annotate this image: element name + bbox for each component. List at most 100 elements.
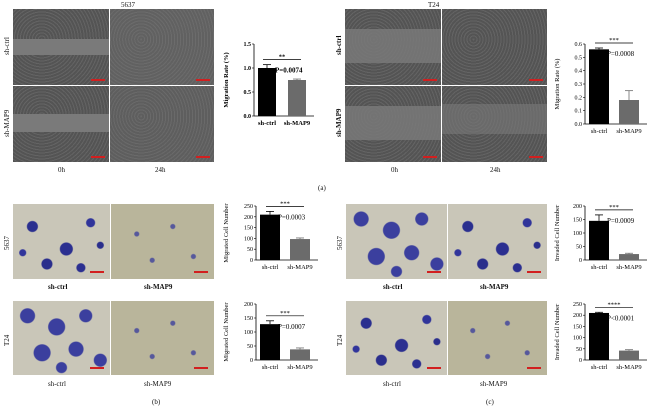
wound-image-5637-map9-24h — [110, 86, 214, 162]
y-tick-label: 150 — [573, 218, 582, 224]
x-tick-label: sh-ctrl — [258, 120, 276, 127]
x-tick-label: sh-MAP9 — [287, 264, 312, 271]
bar-sh-MAP9 — [619, 254, 639, 260]
y-tick-label: 0.3 — [575, 82, 583, 88]
y-tick-label: 0.0 — [244, 114, 252, 120]
transwell-t24-map9-migration — [111, 301, 214, 375]
x-tick-label: sh-MAP9 — [616, 364, 641, 371]
y-tick-label: 250 — [573, 302, 582, 308]
p-value: P=0.0009 — [607, 217, 635, 225]
time-label-0h-left: 0h — [58, 166, 65, 174]
transwell-t24-ctrl-invasion — [346, 301, 447, 375]
sublabel-a: (a) — [318, 184, 326, 192]
bar-sh-MAP9 — [619, 100, 639, 124]
y-tick-label: 0.4 — [575, 69, 583, 75]
y-tick-label: 0.0 — [575, 122, 583, 128]
y-tick-label: 150 — [573, 324, 582, 330]
x-tick-label: sh-ctrl — [262, 364, 279, 371]
p-value: P=0.0003 — [278, 213, 306, 221]
bar-sh-MAP9 — [619, 350, 639, 360]
y-tick-label: 1.5 — [244, 42, 252, 48]
cond-label-ctrl-c1: sh-ctrl — [383, 283, 403, 291]
y-tick-label: 100 — [573, 231, 582, 237]
chart-c-5637: 0 50 100 150 200 Invaded Cell Number sh-ctrl sh… — [554, 204, 647, 271]
bar-sh-MAP9 — [290, 349, 310, 360]
x-tick-label: sh-MAP9 — [616, 264, 641, 271]
p-value: P=0.0074 — [275, 67, 303, 75]
y-tick-label: 0.1 — [575, 109, 583, 115]
cond-label-ctrl-c2: sh-ctrl — [383, 380, 401, 388]
transwell-t24-ctrl-migration — [13, 301, 110, 375]
y-tick-label: 1.0 — [244, 66, 252, 72]
bar-sh-ctrl — [589, 312, 609, 360]
time-label-0h-right: 0h — [391, 166, 398, 174]
p-value: P<0.0001 — [607, 314, 635, 322]
x-tick-label: sh-ctrl — [591, 128, 608, 135]
wound-image-5637-map9-0h — [13, 86, 109, 162]
bar-sh-MAP9 — [288, 80, 306, 116]
chart-a-5637: 0.0 0.5 1.0 1.5 Migration Rate (%) sh-ctrl sh-… — [223, 42, 314, 127]
row-label-ctrl-t24: sh-ctrl — [335, 35, 343, 55]
y-tick-label: 50 — [576, 347, 582, 353]
transwell-5637-ctrl-migration — [13, 204, 110, 279]
transwell-5637-map9-invasion — [448, 204, 547, 279]
time-label-24h-right: 24h — [490, 166, 501, 174]
bar-sh-ctrl — [589, 49, 609, 125]
wound-image-t24-map9-0h — [345, 86, 441, 162]
wound-image-5637-ctrl-0h — [13, 9, 109, 85]
wound-image-t24-ctrl-0h — [345, 9, 441, 85]
y-tick-label: 100 — [573, 336, 582, 342]
y-tick-label: 150 — [244, 316, 253, 322]
row-label-ctrl-5637: sh-ctrl — [3, 37, 11, 55]
sublabel-c: (c) — [486, 398, 494, 406]
chart-b-t24: 0 50 100 150 200 Migrated Cell Number sh-ctrl s… — [223, 302, 318, 371]
cond-label-map9-b1: sh-MAP9 — [144, 283, 173, 291]
y-axis-label: Migration Rate (%) — [554, 59, 561, 110]
chart-b-5637: 0 50 100 150 200 250 Migrated Cell Number sh-ct… — [223, 200, 318, 271]
significance-stars: ** — [279, 54, 286, 61]
y-tick-label: 200 — [573, 313, 582, 319]
x-tick-label: sh-MAP9 — [616, 128, 641, 135]
chart-a-t24: 0.0 0.1 0.2 0.3 0.4 0.5 0.6 Migration Rate (%) s… — [554, 37, 647, 135]
cond-label-map9-b2: sh-MAP9 — [144, 380, 172, 388]
y-tick-label: 200 — [244, 302, 253, 308]
y-tick-label: 0.6 — [575, 42, 583, 48]
row-label-map9-5637: sh-MAP9 — [3, 109, 11, 137]
y-tick-label: 0.2 — [575, 95, 583, 101]
y-tick-label: 50 — [576, 245, 582, 251]
bar-sh-ctrl — [258, 68, 276, 116]
significance-stars: *** — [280, 200, 290, 207]
cond-label-map9-c2: sh-MAP9 — [480, 380, 508, 388]
x-tick-label: sh-ctrl — [591, 264, 608, 271]
cell-line-label-5637-c: 5637 — [336, 236, 344, 250]
cell-line-label-t24-b: T24 — [3, 334, 11, 346]
y-tick-label: 0 — [250, 358, 253, 364]
p-value: P=0.0008 — [607, 50, 635, 58]
transwell-t24-map9-invasion — [448, 301, 547, 375]
bar-sh-MAP9 — [290, 239, 310, 260]
time-label-24h-left: 24h — [155, 166, 166, 174]
x-tick-label: sh-ctrl — [262, 264, 279, 271]
bar-sh-ctrl — [260, 214, 280, 260]
y-tick-label: 150 — [244, 226, 253, 232]
y-tick-label: 50 — [247, 344, 253, 350]
y-axis-label: Migrated Cell Number — [223, 203, 230, 263]
x-tick-label: sh-MAP9 — [284, 120, 311, 127]
y-axis-label: Invaded Cell Number — [554, 303, 561, 360]
row-label-map9-t24: sh-MAP9 — [335, 108, 343, 137]
y-tick-label: 50 — [247, 247, 253, 253]
wound-image-t24-map9-24h — [442, 86, 547, 162]
y-tick-label: 0.5 — [575, 55, 583, 61]
y-tick-label: 0 — [250, 258, 253, 264]
bar-sh-ctrl — [260, 324, 280, 360]
panel-a-left-title: 5637 — [121, 1, 135, 9]
x-tick-label: sh-MAP9 — [287, 364, 312, 371]
sublabel-b: (b) — [152, 398, 161, 406]
y-tick-label: 100 — [244, 236, 253, 242]
y-axis-label: Migration Rate (%) — [223, 52, 230, 107]
y-axis-label: Migrated Cell Number — [223, 302, 230, 362]
cell-line-label-5637-b: 5637 — [3, 236, 11, 250]
bar-sh-ctrl — [589, 220, 609, 260]
cond-label-ctrl-b2: sh-ctrl — [48, 380, 66, 388]
y-tick-label: 200 — [573, 204, 582, 210]
